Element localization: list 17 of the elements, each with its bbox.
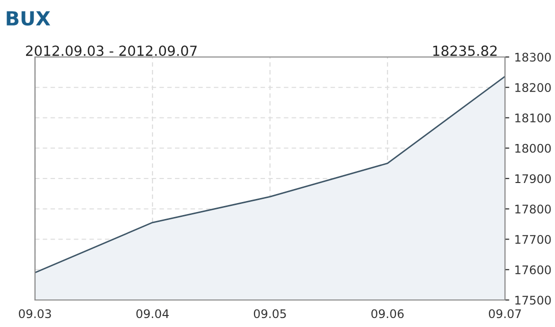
y-tick-label: 17800 [515,204,551,214]
y-tick-label: 17600 [515,265,551,274]
x-tick-label: 09.06 [371,309,404,318]
text: 18235.82 [433,46,497,56]
x-tick-label: 09.04 [136,309,169,318]
y-tick-label: 17700 [515,234,551,244]
y-tick-label: 17900 [515,174,551,184]
y-tick-label: 18000 [515,144,551,153]
chart-subtitle: 2012.09.03 - 2012.09.07 [26,46,197,56]
x-tick-label: 09.07 [488,309,521,318]
x-tick-label: 09.05 [254,309,286,318]
y-tick-label: 17500 [515,296,551,305]
chart-title: BUX [6,11,50,26]
y-tick-label: 18300 [515,52,551,62]
y-tick-label: 18100 [515,113,551,122]
y-tick-label: 18200 [515,83,551,92]
x-tick-label: 09.03 [18,309,51,318]
